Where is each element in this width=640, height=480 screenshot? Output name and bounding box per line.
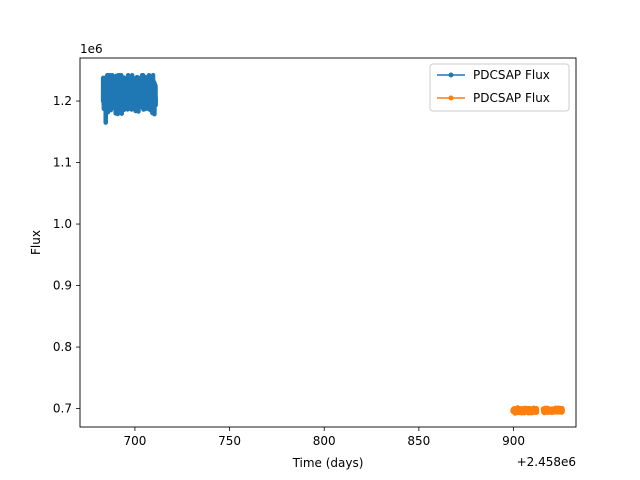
y-tick-label: 0.7: [53, 402, 72, 416]
x-tick-label: 900: [502, 434, 525, 448]
y-scale-label: 1e6: [80, 42, 103, 56]
y-tick-label: 1.0: [53, 217, 72, 231]
series-line-1: [100, 72, 158, 125]
plot-series: [100, 72, 565, 416]
y-tick-label: 1.1: [53, 156, 72, 170]
plot-frame: [79, 57, 577, 428]
x-axis-label: Time (days): [292, 456, 364, 470]
y-tick-label: 0.8: [53, 340, 72, 354]
x-tick-label: 850: [407, 434, 430, 448]
x-tick-label: 700: [123, 434, 146, 448]
y-axis-ticks: 0.7 0.8 0.9 1.0 1.1 1.2: [53, 94, 80, 416]
y-tick-label: 1.2: [53, 94, 72, 108]
x-tick-label: 800: [313, 434, 336, 448]
x-offset-label: +2.458e6: [517, 455, 576, 469]
legend: PDCSAP Flux PDCSAP Flux: [429, 63, 570, 112]
series-line-2: [510, 405, 565, 416]
x-axis-ticks: 700 750 800 850 900: [123, 427, 525, 448]
legend-marker-series-1: [448, 72, 454, 78]
x-tick-label: 750: [218, 434, 241, 448]
legend-marker-series-2: [448, 95, 454, 101]
legend-label-series-1: PDCSAP Flux: [473, 68, 550, 82]
y-axis-label: Flux: [29, 230, 43, 255]
y-tick-label: 0.9: [53, 279, 72, 293]
legend-label-series-2: PDCSAP Flux: [473, 91, 550, 105]
